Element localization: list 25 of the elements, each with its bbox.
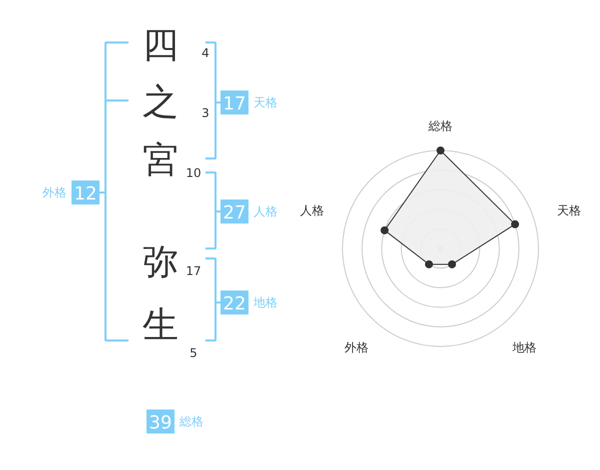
text: 3 <box>202 106 210 120</box>
text: 22 <box>223 294 246 314</box>
text: 人格 <box>254 204 278 218</box>
text: 地格 <box>252 296 278 310</box>
text: 27 <box>223 202 246 224</box>
text: 生 <box>142 305 178 346</box>
text: 39 <box>149 412 172 434</box>
spoke-label: 人格 <box>300 204 324 218</box>
text: 10 <box>186 166 202 180</box>
text: 之 <box>142 82 178 123</box>
spoke-label: 総格 <box>428 119 452 133</box>
spoke-label: 地格 <box>512 340 537 355</box>
text: 四 <box>142 25 178 66</box>
text: 総格 <box>178 414 204 428</box>
text: 宮 <box>142 140 178 181</box>
text: 4 <box>202 46 210 60</box>
text: 5 <box>190 346 198 360</box>
text: 17 <box>186 264 202 278</box>
spoke-label: 天格 <box>557 204 582 218</box>
text: 弥 <box>142 242 178 283</box>
spoke-label: 外格 <box>344 340 368 355</box>
text: 外格 <box>42 186 66 200</box>
text: 12 <box>74 184 97 204</box>
text: 17 <box>223 94 246 114</box>
text: 天格 <box>254 96 278 110</box>
